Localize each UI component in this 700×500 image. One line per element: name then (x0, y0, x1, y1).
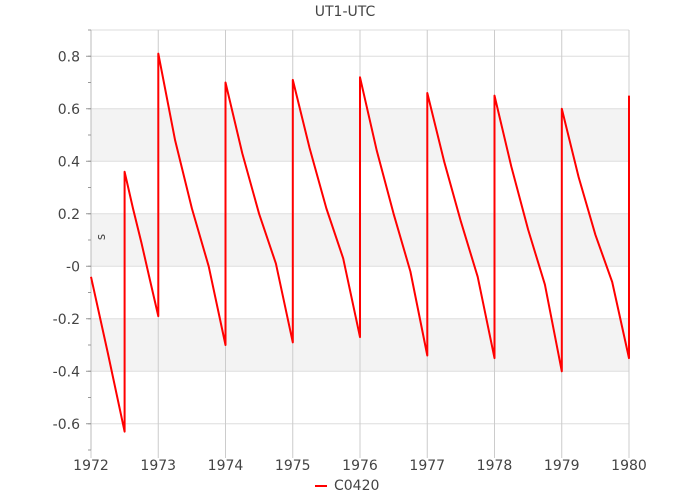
y-tick-label: 0.2 (58, 207, 80, 223)
x-tick-label: 1975 (275, 458, 311, 474)
x-tick-label: 1978 (477, 458, 513, 474)
y-tick-label: -0.6 (53, 417, 80, 433)
x-tick-label: 1972 (73, 458, 109, 474)
legend-label: C0420 (334, 478, 379, 494)
legend[interactable]: C0420 (315, 478, 379, 494)
y-axis-label: s (94, 234, 108, 240)
series-group (90, 52, 630, 433)
x-tick-label: 1979 (544, 458, 580, 474)
y-tick-label: -0.4 (53, 364, 80, 380)
x-axis-ticks: 1972 1973 1974 1975 1976 1977 1978 1979 1980 (73, 458, 647, 474)
x-tick-label: 1974 (208, 458, 244, 474)
x-tick-label: 1977 (409, 458, 445, 474)
y-tick-label: -0 (66, 259, 80, 275)
x-tick-label: 1973 (140, 458, 176, 474)
x-tick-label: 1980 (611, 458, 647, 474)
y-tick-label: 0.6 (58, 102, 80, 118)
y-tick-label: -0.2 (53, 312, 80, 328)
chart-title: UT1-UTC (315, 4, 376, 20)
y-tick-label: 0.8 (58, 49, 80, 65)
series-line-c0420 (90, 52, 630, 433)
y-tick-label: 0.4 (58, 154, 80, 170)
x-tick-label: 1976 (342, 458, 378, 474)
y-axis-ticks: -0.6 -0.4 -0.2 -0 0.2 0.4 0.6 0.8 (53, 29, 91, 451)
